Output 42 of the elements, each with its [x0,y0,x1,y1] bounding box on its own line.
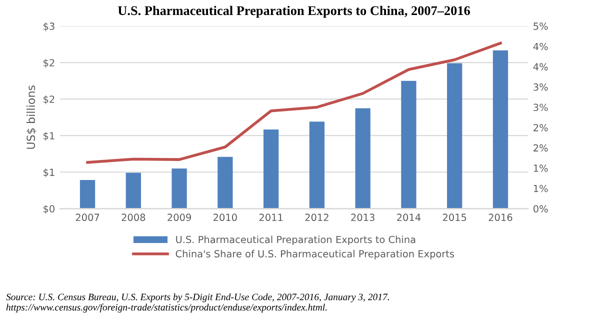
y-tick-label: $2 [44,58,54,68]
y2-tick-label: 4% [533,42,548,50]
bar [172,168,187,209]
x-tick-label: 2016 [488,214,512,222]
y2-tick-label: 1% [534,184,548,192]
bar [126,172,141,209]
legend-label: U.S. Pharmaceutical Preparation Exports to China [176,236,416,246]
y2-tick-label: 1% [534,164,548,172]
y2-tick-label: 3% [534,104,548,112]
y-tick-label: $1 [44,168,54,178]
bar [492,50,508,209]
y-tick-label: $2 [44,95,54,104]
line-series [86,42,502,164]
bar [263,130,279,209]
y-tick-label: $3 [44,22,54,32]
x-tick-label: 2011 [259,214,283,222]
y2-tick-label: 0% [534,205,548,212]
legend-label: China's Share of U.S. Pharmaceutical Preparation Exports [176,250,454,260]
bar [401,80,416,209]
bar [447,63,462,209]
x-tick-label: 2008 [122,214,146,222]
y2-tick-label: 5% [534,22,548,30]
x-tick-label: 2009 [168,214,191,222]
y-axis-title: US$ billions [26,85,37,149]
x-tick-label: 2013 [351,214,374,222]
x-tick-label: 2010 [214,214,237,222]
y2-tick-label: 2% [534,144,548,152]
y2-tick-label: 2% [534,124,548,132]
bar [80,180,96,209]
y-tick-label: $1 [44,132,54,141]
x-tick-label: 2015 [442,214,466,222]
x-tick-label: 2012 [305,214,328,222]
bar [309,122,325,209]
y2-tick-label: 4% [533,63,548,70]
y-tick-label: $0 [44,204,54,214]
x-tick-label: 2007 [76,214,100,222]
y2-tick-label: 3% [534,83,548,91]
source-note: Source: U.S. Census Bureau, U.S. Exports by 5-Digit End-Use Code, 2007-2016, January 3, 2017. https://www.census.gov/foreign-trade/statistics/product/enduse/exports/index.html. [6,293,389,313]
chart-title: U.S. Pharmaceutical Preparation Exports to China, 2007–2016 [118,6,470,18]
bar [218,156,233,209]
bar [355,108,370,209]
x-tick-label: 2014 [397,214,421,222]
